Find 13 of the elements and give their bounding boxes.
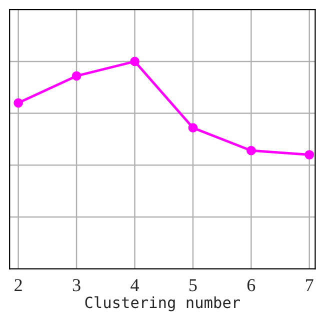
x-tick-label: 3	[72, 279, 80, 292]
point	[14, 98, 24, 108]
x-tick-label: 4	[130, 279, 139, 292]
point	[246, 146, 256, 156]
point	[72, 71, 82, 81]
point	[304, 150, 314, 160]
x-tick-label: 5	[189, 279, 197, 292]
point	[188, 123, 198, 132]
x-tick-label: 7	[306, 279, 314, 292]
point	[130, 56, 140, 66]
x-axis-title: Clustering number	[85, 296, 240, 312]
x-tick-label: 2	[14, 279, 22, 292]
x-tick-label: 6	[247, 279, 256, 292]
